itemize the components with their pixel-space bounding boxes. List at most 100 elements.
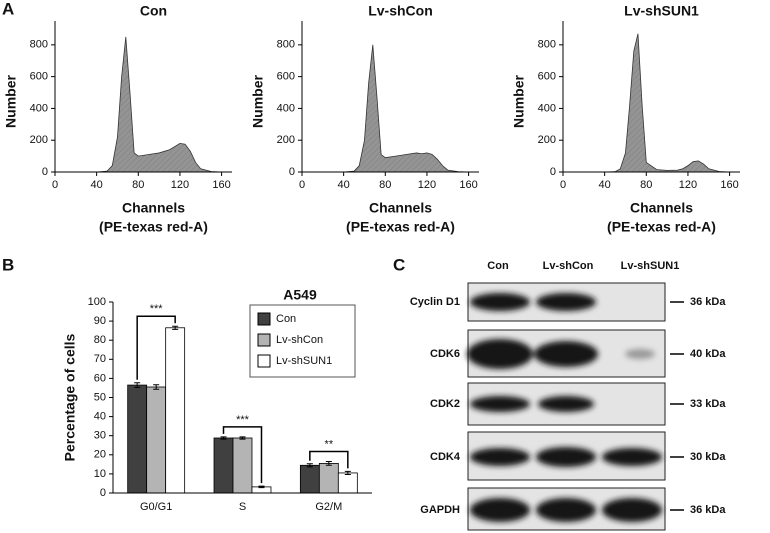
chart-title: Lv-shCon: [368, 3, 433, 19]
y-tick-label: 400: [30, 102, 48, 114]
y-axis-label: Number: [250, 75, 266, 128]
y-tick-label: 60: [94, 372, 106, 384]
bar: [232, 437, 253, 494]
x-tick-label: 40: [91, 179, 103, 191]
column-label: Lv-shSUN1: [621, 260, 680, 272]
panel-label: A: [2, 0, 14, 18]
x-tick-label: 0: [52, 179, 58, 191]
y-tick-label: 0: [289, 166, 295, 178]
panel-label: C: [393, 255, 405, 274]
x-tick-label: G0/G1: [140, 501, 172, 513]
x-tick-label: 80: [640, 179, 652, 191]
size-label: 36 kDa: [690, 296, 726, 308]
legend-label: Con: [276, 313, 296, 325]
significance-label: ***: [236, 414, 250, 426]
legend-label: Lv-shSUN1: [276, 355, 332, 367]
y-tick-label: 0: [100, 487, 106, 499]
bar: [213, 437, 234, 494]
size-label: 36 kDa: [690, 504, 726, 516]
x-tick-label: 120: [171, 179, 189, 191]
error-bar: [258, 485, 265, 489]
y-tick-label: 90: [94, 315, 106, 327]
x-tick-label: 0: [560, 179, 566, 191]
x-tick-label: 120: [418, 179, 436, 191]
column-label: Con: [487, 260, 509, 272]
bar: [337, 472, 358, 494]
histogram: [302, 44, 469, 173]
x-axis-label: (PE-texas red-A): [607, 219, 716, 235]
histogram-fill: [55, 36, 222, 172]
x-tick-label: G2/M: [315, 501, 342, 513]
histogram: [55, 36, 222, 173]
row-label: CDK6: [430, 348, 460, 360]
y-tick-label: 200: [538, 134, 556, 146]
error-bar: [306, 463, 313, 468]
x-tick-label: 0: [299, 179, 305, 191]
error-bar: [153, 384, 160, 390]
y-tick-label: 100: [88, 296, 106, 308]
error-bar: [220, 436, 227, 440]
y-tick-label: 40: [94, 411, 106, 423]
histogram-fill: [563, 33, 730, 172]
significance-bracket: [222, 426, 263, 484]
column-label: Lv-shCon: [543, 260, 594, 272]
panel-label: B: [2, 255, 14, 274]
significance-label: ***: [150, 303, 164, 315]
y-axis-label: Number: [3, 75, 19, 128]
row-label: CDK2: [430, 398, 460, 410]
y-tick-label: 0: [550, 166, 556, 178]
bar: [299, 464, 320, 494]
bar: [165, 327, 186, 494]
x-tick-label: 80: [132, 179, 144, 191]
y-tick-label: 0: [42, 166, 48, 178]
legend-swatch: [257, 354, 271, 368]
significance-bracket: [309, 450, 349, 469]
legend-swatch: [257, 333, 271, 347]
size-label: 30 kDa: [690, 451, 726, 463]
x-tick-label: 160: [459, 179, 477, 191]
y-tick-label: 800: [277, 39, 295, 51]
y-tick-label: 30: [94, 430, 106, 442]
x-tick-label: S: [239, 501, 246, 513]
size-label: 40 kDa: [690, 348, 726, 360]
chart-title: Con: [140, 3, 167, 19]
y-tick-label: 400: [538, 102, 556, 114]
y-tick-label: 70: [94, 353, 106, 365]
x-tick-label: 40: [599, 179, 611, 191]
legend-swatch: [257, 312, 271, 326]
y-tick-label: 400: [277, 102, 295, 114]
y-tick-label: 200: [277, 134, 295, 146]
x-tick-label: 160: [212, 179, 230, 191]
y-axis-label: Number: [511, 75, 527, 128]
y-tick-label: 80: [94, 334, 106, 346]
x-axis-label: (PE-texas red-A): [99, 219, 208, 235]
y-axis-label: Percentage of cells: [62, 333, 78, 461]
error-bar: [172, 325, 179, 330]
row-label: Cyclin D1: [410, 296, 460, 308]
x-tick-label: 160: [720, 179, 738, 191]
x-tick-label: 80: [379, 179, 391, 191]
western-blot: Con Lv-shCon Lv-shSUN1 Cyclin D1 36 kDa CDK6 4…: [410, 260, 726, 531]
legend-label: Lv-shCon: [276, 334, 323, 346]
x-axis-label: (PE-texas red-A): [346, 219, 455, 235]
row-label: CDK4: [430, 451, 461, 463]
significance-label: **: [325, 438, 334, 450]
row-label: GAPDH: [420, 504, 460, 516]
y-tick-label: 20: [94, 449, 106, 461]
y-tick-label: 800: [30, 39, 48, 51]
x-axis-label: Channels: [122, 200, 185, 216]
x-tick-label: 40: [338, 179, 350, 191]
error-bar: [344, 470, 351, 475]
y-tick-label: 200: [30, 134, 48, 146]
y-tick-label: 600: [30, 71, 48, 83]
x-axis-label: Channels: [369, 200, 432, 216]
bar: [127, 384, 148, 494]
y-tick-label: 600: [538, 71, 556, 83]
error-bar: [134, 382, 141, 388]
significance-bracket: [136, 315, 176, 380]
size-label: 33 kDa: [690, 398, 726, 410]
y-tick-label: 10: [94, 468, 106, 480]
y-tick-label: 600: [277, 71, 295, 83]
y-tick-label: 800: [538, 39, 556, 51]
